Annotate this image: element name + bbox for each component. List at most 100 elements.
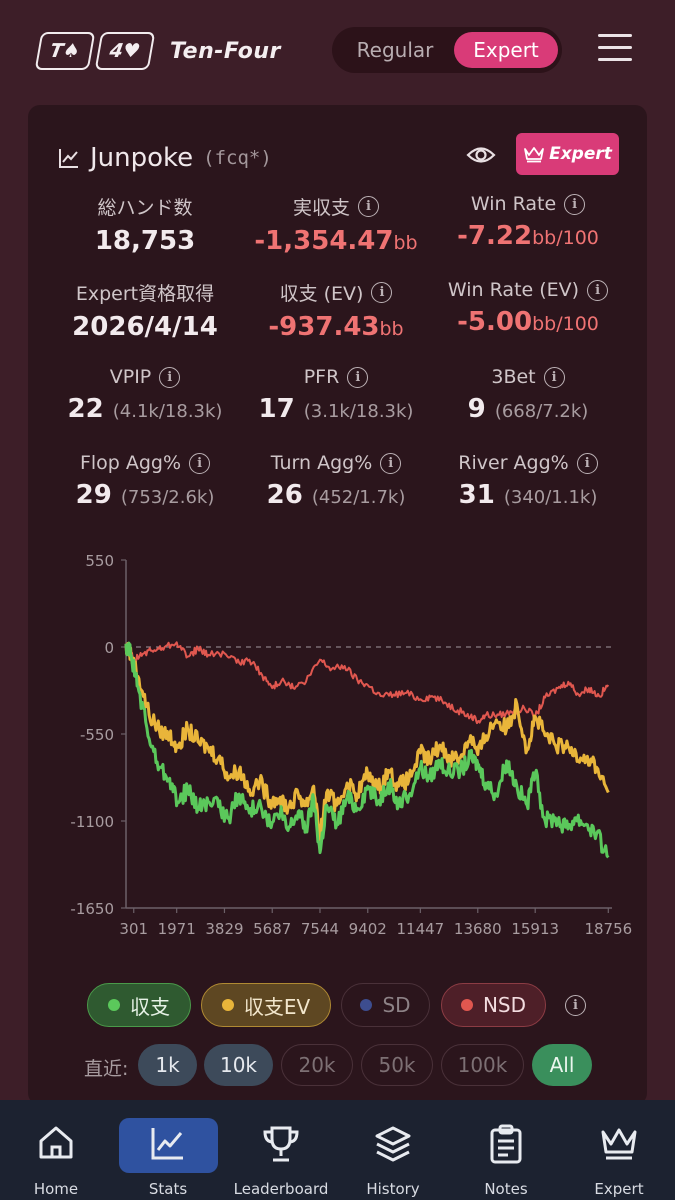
- x-tick-label: 13680: [454, 920, 502, 938]
- app-logo[interactable]: T♠ 4♥ Ten-Four: [34, 32, 281, 70]
- info-icon[interactable]: i: [564, 193, 586, 215]
- series-line-nsd: [125, 641, 610, 725]
- stat-sub: (340/1.1k): [503, 487, 598, 508]
- stats-icon: [151, 1128, 183, 1160]
- range-100k-button[interactable]: 100k: [441, 1044, 524, 1086]
- stat-value: -1,354.47: [254, 226, 394, 256]
- stat-value: 29: [75, 480, 112, 510]
- stat-value: -7.22: [457, 221, 533, 251]
- stat-label: Turn Agg%: [270, 452, 373, 474]
- y-tick-label: 0: [104, 639, 114, 657]
- range-label: 直近:: [84, 1058, 129, 1080]
- app-header: T♠ 4♥ Ten-Four Regular Expert: [0, 0, 675, 100]
- stat-value: 22: [67, 394, 104, 424]
- stat-value: -5.00: [457, 307, 533, 337]
- info-icon[interactable]: i: [371, 282, 393, 303]
- legend-nsd-toggle[interactable]: NSD: [441, 983, 546, 1027]
- nav-label: Home: [33, 1180, 79, 1198]
- legend-dot: [221, 999, 234, 1011]
- stat-value: 26: [266, 480, 303, 510]
- x-tick-label: 18756: [584, 920, 632, 938]
- stat-value: 31: [458, 480, 495, 510]
- info-icon[interactable]: i: [189, 452, 211, 474]
- stat-label: 実収支: [292, 197, 350, 219]
- info-icon[interactable]: i: [347, 366, 369, 388]
- y-tick-label: -1100: [70, 813, 114, 831]
- stats-panel: Junpoke (fcq*) Expert 総ハンド数 18,753 実収支 i …: [28, 105, 647, 1105]
- range-50k-button[interactable]: 50k: [361, 1044, 433, 1086]
- nav-stats[interactable]: Stats: [113, 1100, 223, 1200]
- crown-icon: [524, 147, 544, 163]
- legend-info-icon[interactable]: i: [565, 995, 586, 1016]
- stat-label: 3Bet: [491, 366, 536, 388]
- trophy-icon: [263, 1126, 299, 1162]
- expert-badge[interactable]: Expert: [516, 133, 619, 175]
- range-all-button[interactable]: All: [532, 1044, 592, 1086]
- legend-ev-toggle[interactable]: 収支EV: [201, 983, 331, 1027]
- stat-turn-agg: Turn Agg% i 26 (452/1.7k): [236, 452, 436, 510]
- nav-leaderboard[interactable]: Leaderboard: [226, 1100, 336, 1200]
- nav-label: Leaderboard: [233, 1180, 329, 1198]
- info-icon[interactable]: i: [576, 452, 598, 474]
- player-tag: (fcq*): [203, 147, 272, 169]
- player-header: Junpoke (fcq*): [58, 143, 272, 173]
- winnings-line-chart: 550 0 -550 -1100 -1650 301 1971 3829 5687 7544 940…: [70, 552, 632, 938]
- nav-notes[interactable]: Notes: [451, 1100, 561, 1200]
- stat-sub: (3.1k/18.3k): [303, 401, 414, 422]
- info-icon[interactable]: i: [587, 279, 609, 301]
- stat-sub: (753/2.6k): [120, 487, 215, 508]
- mode-regular-button[interactable]: Regular: [356, 38, 434, 62]
- hamburger-menu-icon[interactable]: [598, 34, 632, 64]
- stat-vpip: VPIP i 22 (4.1k/18.3k): [45, 366, 245, 424]
- stat-pfr: PFR i 17 (3.1k/18.3k): [236, 366, 436, 424]
- nav-label: Stats: [148, 1180, 188, 1198]
- legend-label: 収支: [130, 994, 170, 1019]
- x-tick-label: 3829: [205, 920, 243, 938]
- eye-icon[interactable]: [466, 145, 496, 165]
- legend-label: 収支EV: [243, 994, 311, 1019]
- legend-label: NSD: [482, 993, 527, 1017]
- logo-card-four-heart: 4♥: [94, 32, 156, 70]
- stat-ev-winnings: 収支 (EV) i -937.43bb: [236, 279, 436, 342]
- stat-ev-win-rate: Win Rate (EV) i -5.00bb/100: [428, 279, 628, 337]
- legend-dot: [108, 999, 120, 1011]
- range-1k-button[interactable]: 1k: [138, 1044, 197, 1086]
- expert-badge-label: Expert: [549, 144, 612, 164]
- info-icon[interactable]: i: [543, 366, 565, 388]
- nav-expert[interactable]: Expert: [564, 1100, 674, 1200]
- stat-value: 18,753: [94, 226, 196, 256]
- nav-label: Expert: [594, 1180, 644, 1198]
- stat-unit: bb/100: [532, 313, 599, 335]
- info-icon[interactable]: i: [358, 196, 379, 217]
- crown-icon: [601, 1128, 637, 1160]
- line-chart-icon: [59, 149, 78, 168]
- legend-net-toggle[interactable]: 収支: [87, 983, 191, 1027]
- range-20k-button[interactable]: 20k: [281, 1044, 353, 1086]
- range-10k-button[interactable]: 10k: [204, 1044, 273, 1086]
- stat-sub: (4.1k/18.3k): [112, 401, 223, 422]
- legend-sd-toggle[interactable]: SD: [341, 983, 430, 1027]
- legend-label: SD: [382, 993, 411, 1017]
- stat-label: VPIP: [109, 366, 152, 388]
- legend-dot: [460, 999, 473, 1011]
- y-tick-label: -1650: [70, 900, 114, 918]
- bottom-navigation: Home Stats Leaderboard History Notes: [0, 1100, 675, 1200]
- nav-home[interactable]: Home: [1, 1100, 111, 1200]
- mode-expert-button[interactable]: Expert: [454, 32, 558, 68]
- x-tick-label: 9402: [349, 920, 387, 938]
- nav-history[interactable]: History: [338, 1100, 448, 1200]
- legend-dot: [360, 999, 373, 1011]
- info-icon[interactable]: i: [159, 366, 181, 388]
- x-tick-label: 7544: [301, 920, 339, 938]
- stat-label: Expert資格取得: [75, 283, 215, 305]
- stat-3bet: 3Bet i 9 (668/7.2k): [428, 366, 628, 424]
- stat-label: PFR: [303, 366, 340, 388]
- stat-unit: bb: [379, 318, 404, 340]
- stat-expert-since: Expert資格取得 2026/4/14: [45, 279, 245, 342]
- stat-label: River Agg%: [458, 452, 569, 474]
- y-tick-label: 550: [85, 552, 114, 570]
- stat-river-agg: River Agg% i 31 (340/1.1k): [428, 452, 628, 510]
- info-icon[interactable]: i: [380, 452, 402, 474]
- stat-flop-agg: Flop Agg% i 29 (753/2.6k): [45, 452, 245, 510]
- nav-label: History: [366, 1180, 420, 1198]
